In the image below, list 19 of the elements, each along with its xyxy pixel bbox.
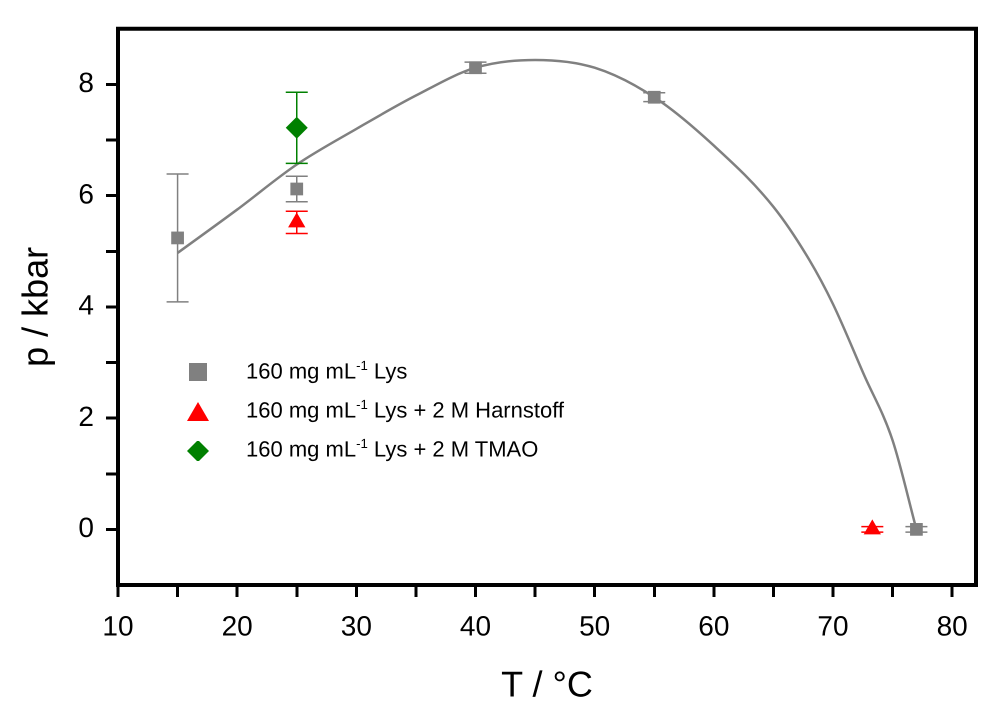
- x-tick-label: 30: [340, 610, 372, 642]
- x-axis-title: T / °C: [501, 663, 593, 704]
- legend-label: 160 mg mL$^{-1}$ Lys + 2 M Harnstoff: [246, 396, 564, 424]
- y-tick-label: 2: [78, 400, 94, 432]
- x-tick-label: 10: [102, 610, 134, 642]
- x-tick-label: 40: [460, 610, 492, 642]
- y-tick-label: 6: [78, 178, 94, 210]
- x-tick-label: 60: [698, 610, 730, 642]
- point: [171, 232, 184, 244]
- x-tick-label: 20: [222, 610, 253, 642]
- y-tick-label: 0: [78, 512, 94, 544]
- x-tick-label: 80: [936, 610, 968, 642]
- y-axis-title: p / kbar: [14, 246, 56, 367]
- legend-label: 160 mg mL$^{-1}$ Lys + 2 M TMAO: [246, 435, 538, 464]
- x-tick-label: 70: [817, 610, 849, 642]
- y-tick-label: 8: [78, 67, 94, 98]
- legend-label: 160 mg mL$^{-1}$ Lys: [246, 356, 408, 386]
- x-tick-label: 50: [579, 610, 610, 642]
- y-tick-label: 4: [78, 290, 94, 321]
